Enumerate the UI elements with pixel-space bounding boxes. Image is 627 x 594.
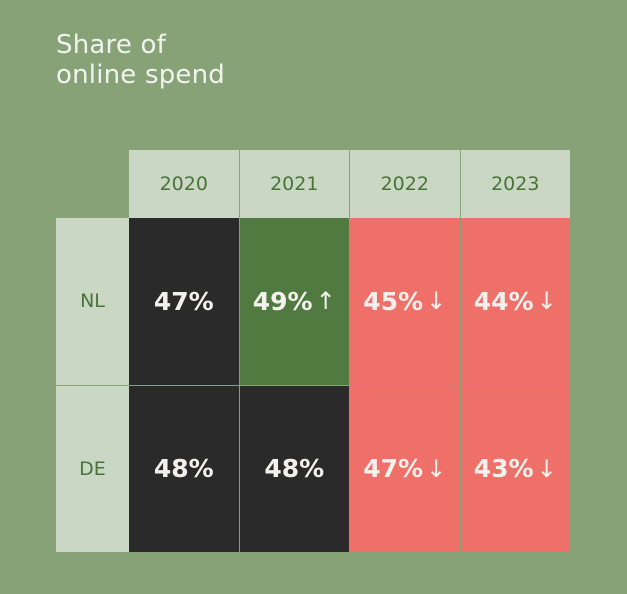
arrow-down-icon: ↓ xyxy=(426,454,447,483)
row-label-de: DE xyxy=(56,385,129,553)
value-cell-de-2020: 48% xyxy=(129,385,240,553)
chart-title-line-1: Share of xyxy=(56,30,166,60)
arrow-down-icon: ↓ xyxy=(426,287,447,316)
value-label: 45% xyxy=(363,286,424,316)
value-cell-nl-2023: 44% ↓ xyxy=(460,218,571,386)
value-cell-de-2021: 48% xyxy=(239,385,350,553)
arrow-up-icon: ↑ xyxy=(315,287,336,316)
value-label: 48% xyxy=(153,454,214,484)
value-cell-de-2023: 43% ↓ xyxy=(460,385,571,553)
column-header-2021: 2021 xyxy=(239,150,350,218)
column-header-2020: 2020 xyxy=(129,150,240,218)
column-header-2023: 2023 xyxy=(460,150,571,218)
share-table: 2020 2021 2022 2023 NL 47% 49% ↑ 45% ↓ 44% ↓ DE 48% 48… xyxy=(56,150,571,553)
chart-title-line-2: online spend xyxy=(56,60,226,90)
arrow-down-icon: ↓ xyxy=(536,287,557,316)
value-label: 49% xyxy=(252,286,313,316)
value-cell-nl-2022: 45% ↓ xyxy=(350,218,461,386)
value-label: 47% xyxy=(363,454,424,484)
arrow-down-icon: ↓ xyxy=(536,454,557,483)
value-label: 47% xyxy=(153,286,214,316)
value-cell-nl-2021: 49% ↑ xyxy=(239,218,350,386)
value-cell-nl-2020: 47% xyxy=(129,218,240,386)
column-header-2022: 2022 xyxy=(350,150,461,218)
value-label: 48% xyxy=(264,454,325,484)
value-label: 43% xyxy=(473,454,534,484)
value-cell-de-2022: 47% ↓ xyxy=(350,385,461,553)
value-label: 44% xyxy=(473,286,534,316)
chart-title: Share of online spend xyxy=(56,30,225,90)
row-label-nl: NL xyxy=(56,218,129,386)
